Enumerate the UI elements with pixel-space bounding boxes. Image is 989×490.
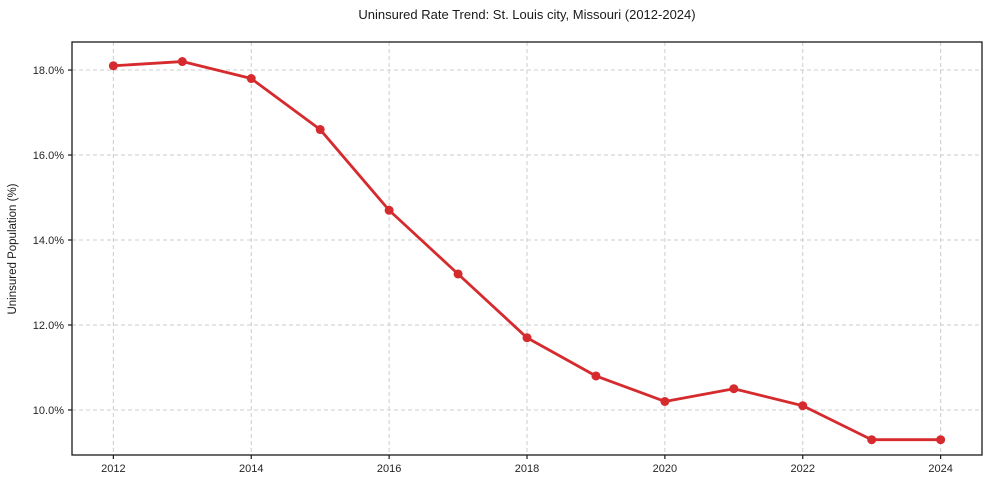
- y-tick-label: 16.0%: [33, 150, 64, 162]
- data-point-marker: [522, 333, 532, 343]
- y-tick-label: 12.0%: [33, 320, 64, 332]
- data-point-marker: [660, 396, 670, 406]
- data-point-marker: [591, 371, 601, 381]
- data-point-marker: [177, 57, 187, 67]
- data-point-marker: [798, 401, 808, 411]
- data-point-marker: [453, 269, 463, 279]
- x-tick-label: 2016: [377, 463, 401, 475]
- data-point-marker: [246, 74, 256, 84]
- data-point-marker: [729, 384, 739, 394]
- x-tick-label: 2022: [791, 463, 815, 475]
- x-tick-label: 2014: [239, 463, 263, 475]
- x-tick-label: 2024: [928, 463, 952, 475]
- chart-title: Uninsured Rate Trend: St. Louis city, Mi…: [358, 7, 696, 22]
- data-point-marker: [108, 61, 118, 71]
- y-tick-label: 18.0%: [33, 65, 64, 77]
- data-point-marker: [867, 435, 877, 445]
- x-tick-label: 2020: [653, 463, 677, 475]
- data-point-marker: [315, 125, 325, 135]
- trend-line: [111, 60, 943, 442]
- x-tick-label: 2018: [515, 463, 539, 475]
- y-tick-label: 10.0%: [33, 405, 64, 417]
- data-point-marker: [384, 205, 394, 215]
- x-tick-label: 2012: [101, 463, 125, 475]
- y-tick-label: 14.0%: [33, 235, 64, 247]
- data-point-marker: [936, 435, 946, 445]
